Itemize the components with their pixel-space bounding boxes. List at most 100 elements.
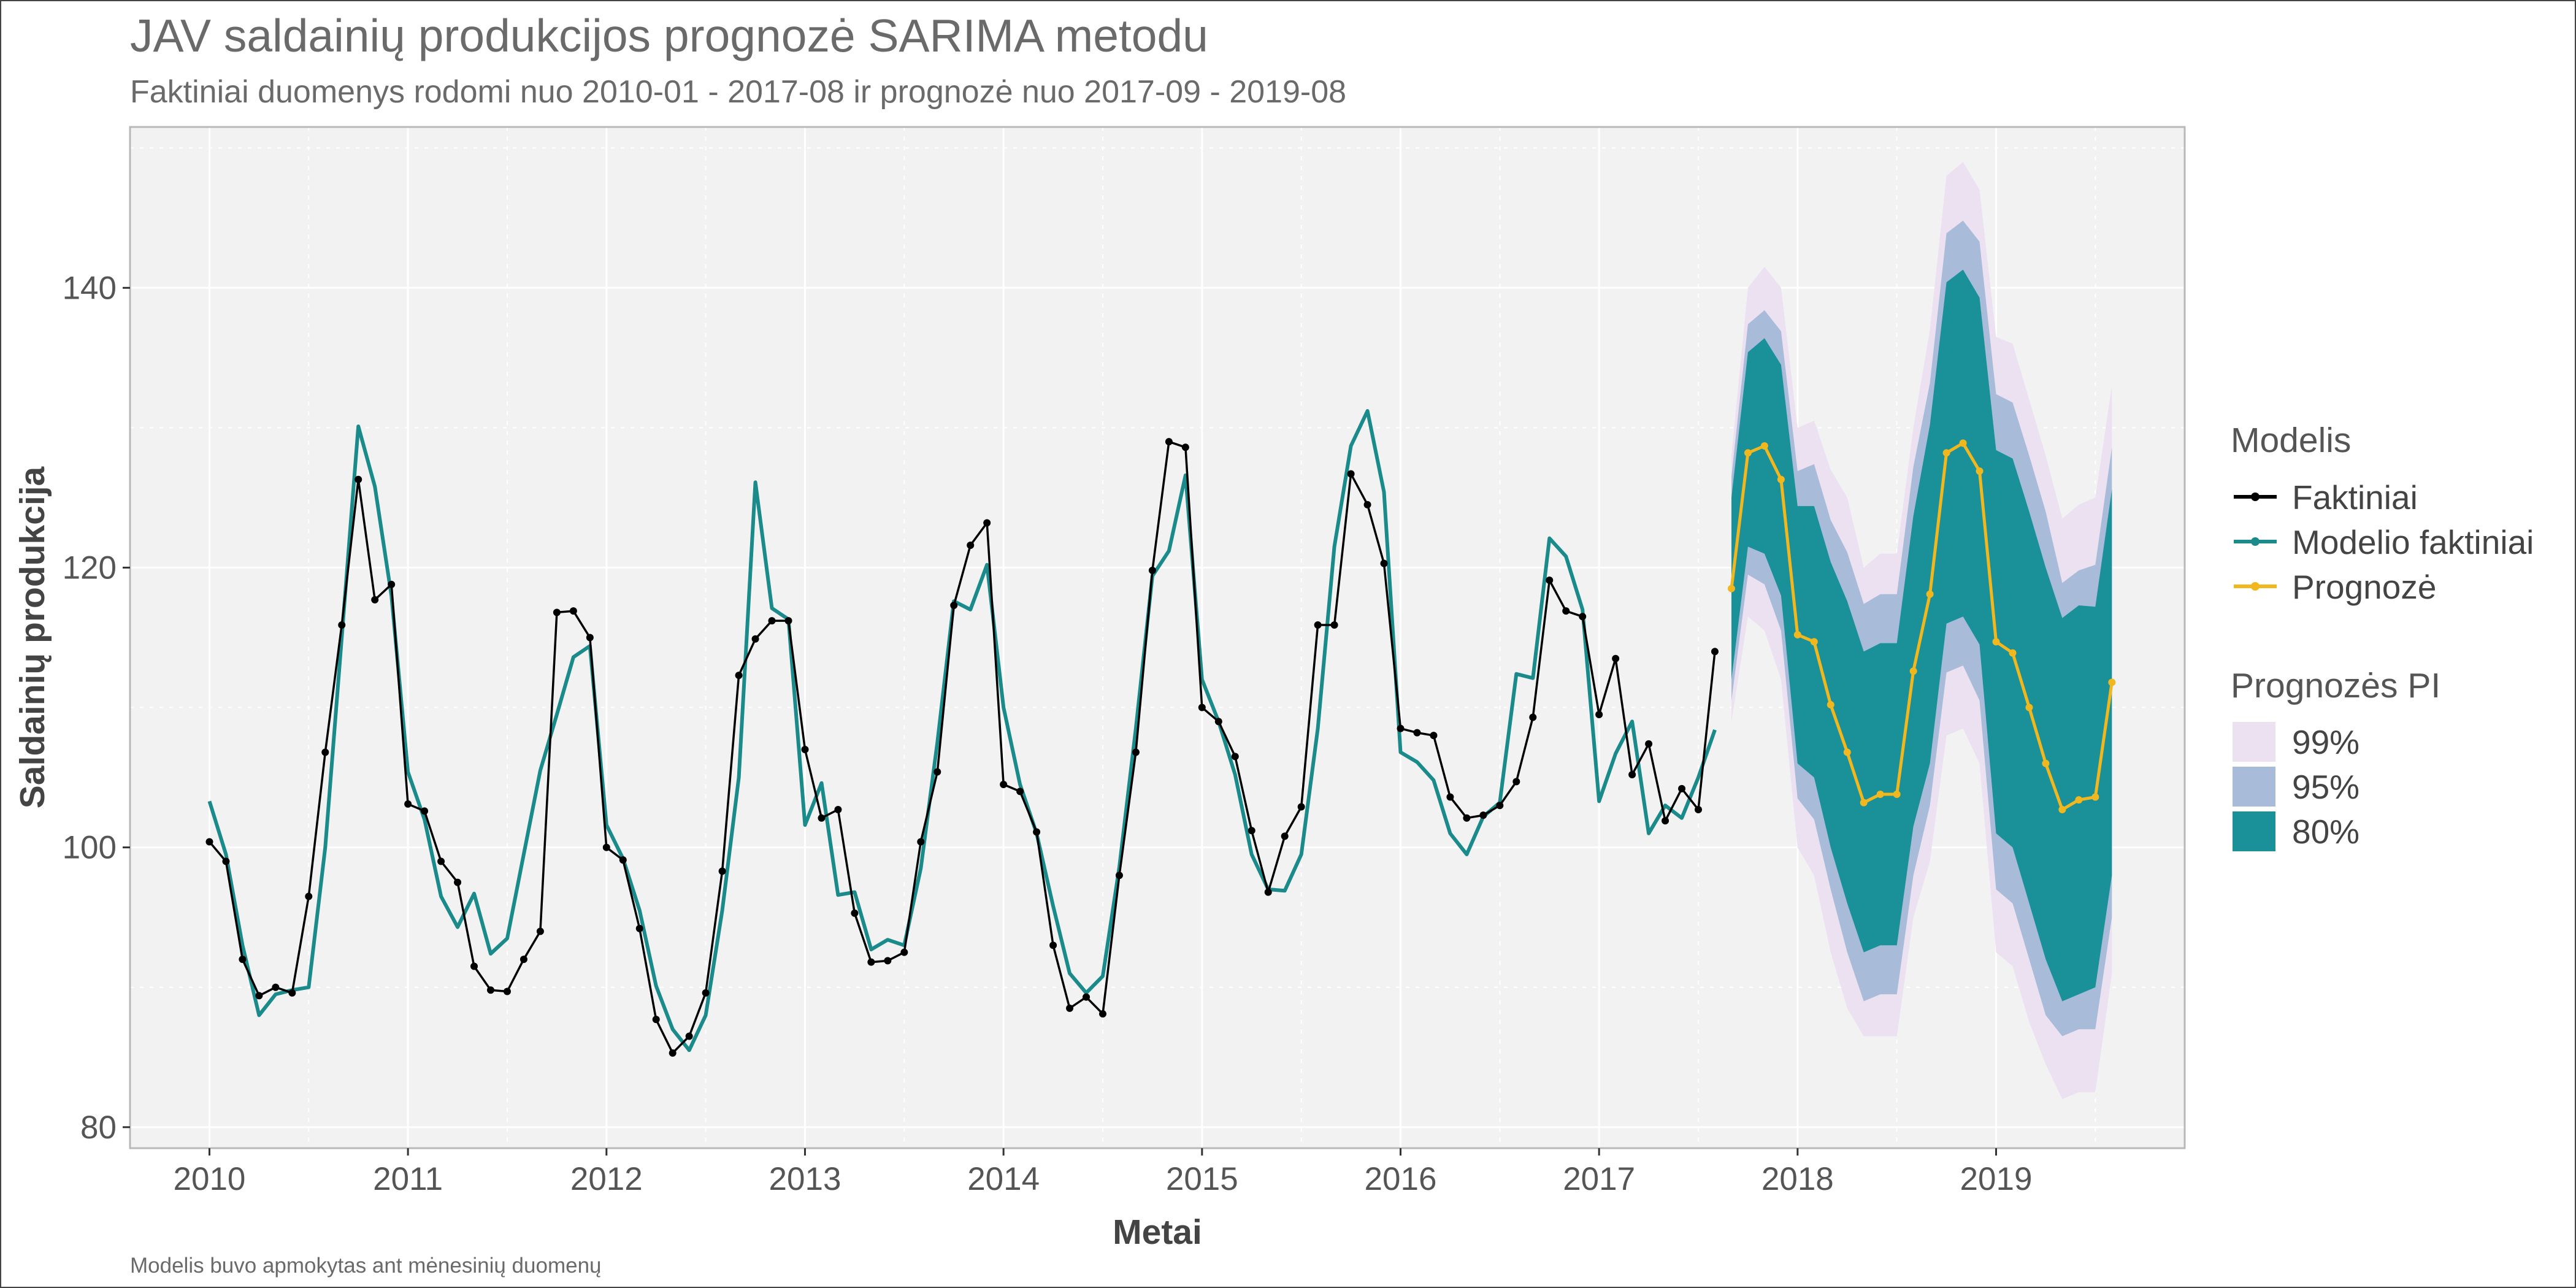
legend: Modelis Prognozės PI Faktiniai Modelio fa… [2231, 421, 2534, 851]
forecast-line [1730, 442, 2114, 811]
actual-point [1678, 784, 1686, 792]
actual-point [884, 957, 892, 965]
actual-point [1000, 780, 1008, 788]
forecast-point [1976, 467, 1984, 475]
actual-line [209, 440, 1716, 1054]
actual-point [1579, 613, 1587, 621]
chart-title: JAV saldainių produkcijos prognozė SARIM… [130, 10, 1208, 61]
forecast-point [1843, 748, 1851, 756]
forecast-point [1959, 439, 1967, 447]
actual-point [239, 956, 247, 964]
actual-point [1098, 1010, 1106, 1018]
actual-point [1363, 500, 1371, 508]
actual-point [1380, 559, 1388, 567]
series-lines [207, 409, 2114, 1054]
actual-point [1181, 443, 1189, 451]
actual-point [1214, 718, 1222, 726]
forecast-point [1760, 442, 1768, 450]
actual-point [669, 1049, 677, 1057]
actual-point [867, 958, 875, 966]
axis-ticks: 80 100 120 140 2010 2011 2012 2013 2014 2015 2016 2… [63, 270, 2033, 1197]
actual-point [1446, 793, 1454, 801]
x-axis-title: Metai [1113, 1213, 1202, 1252]
x-tick-label: 2013 [769, 1161, 841, 1197]
actual-point [1430, 732, 1438, 740]
legend-label: 99% [2292, 723, 2359, 761]
actual-point [917, 838, 925, 846]
actual-point [1347, 470, 1355, 478]
legend-label: 95% [2292, 768, 2359, 806]
legend-point-key [2251, 537, 2260, 546]
actual-point [801, 745, 809, 753]
x-tick-label: 2011 [373, 1161, 443, 1197]
actual-point [967, 541, 975, 549]
actual-point [437, 857, 445, 865]
actual-point [288, 989, 296, 997]
legend-title-pi: Prognozės PI [2231, 666, 2440, 705]
forecast-point [2108, 678, 2116, 686]
actual-point [1281, 832, 1289, 840]
legend-point-key [2251, 493, 2260, 501]
x-tick-label: 2016 [1365, 1161, 1437, 1197]
legend-fill-key [2233, 767, 2275, 807]
actual-point [652, 1016, 660, 1024]
forecast-point [1777, 475, 1785, 483]
actual-point [1529, 713, 1537, 721]
legend-fill-key [2233, 811, 2275, 851]
actual-point [1083, 993, 1091, 1001]
actual-point [536, 927, 544, 935]
actual-point [338, 621, 346, 629]
forecast-point [1860, 799, 1868, 807]
actual-point [503, 987, 511, 995]
y-tick-label: 100 [63, 830, 117, 866]
actual-point [950, 602, 958, 610]
x-tick-label: 2012 [570, 1161, 643, 1197]
forecast-point [1876, 790, 1884, 798]
actual-point [421, 807, 429, 815]
actual-point [702, 989, 710, 997]
actual-point [784, 617, 792, 625]
x-tick-label: 2019 [1960, 1161, 2033, 1197]
legend-point-key [2251, 582, 2260, 591]
actual-point [553, 608, 561, 616]
x-tick-label: 2015 [1166, 1161, 1238, 1197]
forecast-point [1893, 790, 1901, 798]
actual-point [272, 983, 280, 991]
actual-point [1314, 621, 1322, 629]
x-tick-label: 2010 [174, 1161, 246, 1197]
actual-point [1628, 771, 1636, 779]
actual-point [1612, 654, 1620, 662]
y-tick-label: 120 [63, 550, 117, 586]
forecast-point [1992, 638, 2000, 646]
actual-point [1397, 724, 1405, 732]
actual-point [222, 857, 230, 865]
actual-point [1496, 802, 1504, 810]
forecast-point [1727, 585, 1735, 592]
actual-point [635, 924, 643, 932]
actual-point [255, 992, 263, 1000]
actual-point [685, 1032, 693, 1040]
actual-point [983, 519, 991, 527]
actual-point [321, 748, 329, 756]
x-tick-label: 2014 [967, 1161, 1040, 1197]
actual-point [487, 986, 495, 994]
x-tick-label: 2017 [1563, 1161, 1635, 1197]
legend-label: Prognozė [2292, 568, 2436, 606]
forecast-point [2075, 796, 2083, 804]
legend-label: Faktiniai [2292, 478, 2418, 516]
actual-point [1165, 438, 1173, 446]
forecast-point [2091, 793, 2099, 801]
actual-point [1066, 1004, 1074, 1012]
y-axis-title: Saldainių produkcija [13, 466, 52, 808]
actual-point [751, 635, 759, 643]
actual-point [900, 948, 908, 956]
actual-point [1711, 648, 1719, 656]
actual-point [1662, 817, 1669, 825]
actual-point [1479, 811, 1487, 819]
actual-point [1546, 576, 1554, 584]
actual-point [470, 962, 478, 970]
actual-point [1413, 729, 1421, 737]
forecast-point [2009, 649, 2017, 657]
